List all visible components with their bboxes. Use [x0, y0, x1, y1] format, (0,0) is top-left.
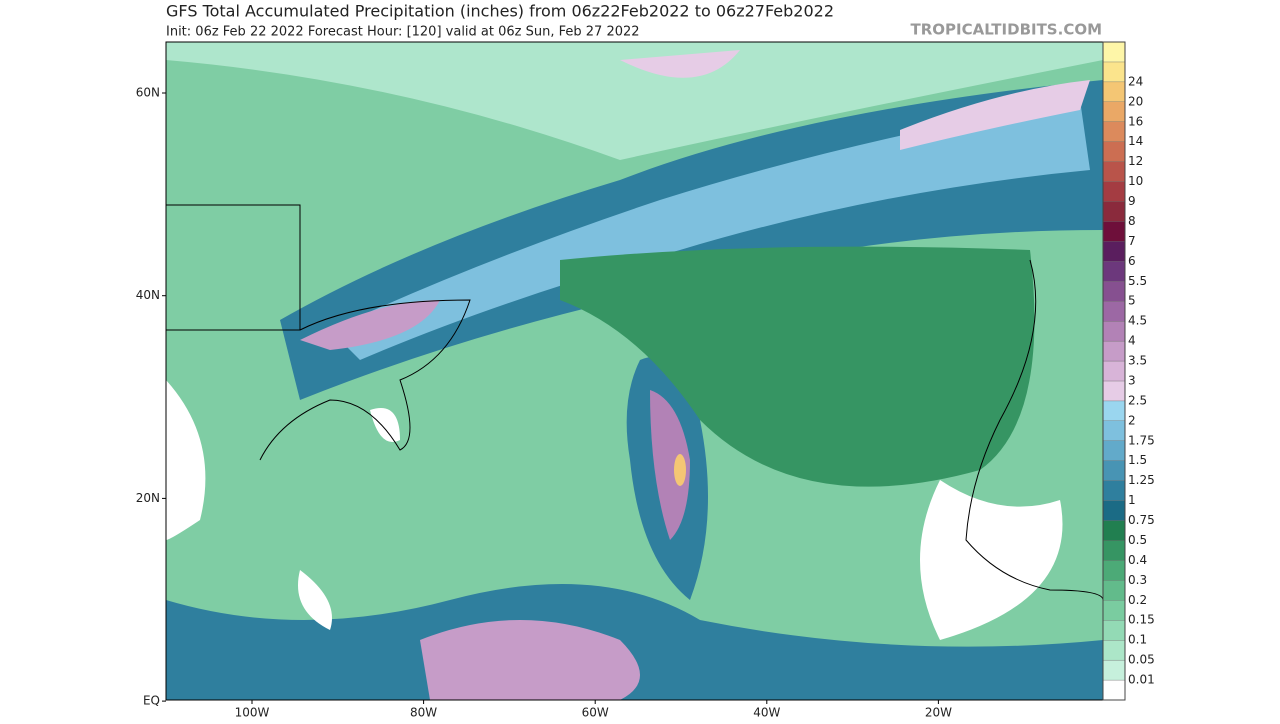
- colorbar-label: 0.01: [1128, 673, 1155, 687]
- colorbar-label: 0.3: [1128, 573, 1147, 587]
- lon-label: 20W: [925, 706, 952, 720]
- lat-label: 60N: [136, 86, 160, 100]
- lon-label: 80W: [410, 706, 437, 720]
- lat-label: EQ: [143, 694, 160, 708]
- colorbar-label: 12: [1128, 154, 1143, 168]
- coastline: [259, 299, 471, 461]
- colorbar-box: [1102, 460, 1126, 481]
- colorbar-label: 1.75: [1128, 433, 1155, 447]
- precip-area: [620, 50, 1090, 150]
- colorbar-label: 4.5: [1128, 314, 1147, 328]
- colorbar-label: 0.05: [1128, 653, 1155, 667]
- colorbar-box: [1102, 161, 1126, 182]
- colorbar-label: 0.1: [1128, 633, 1147, 647]
- colorbar-label: 5.5: [1128, 274, 1147, 288]
- colorbar-label: 9: [1128, 194, 1136, 208]
- colorbar-box: [1102, 101, 1126, 122]
- colorbar-label: 0.2: [1128, 593, 1147, 607]
- colorbar-label: 24: [1128, 74, 1143, 88]
- colorbar-label: 1: [1128, 493, 1136, 507]
- colorbar-box: [1102, 360, 1126, 382]
- precip-area: [166, 42, 1103, 160]
- colorbar-label: 0.4: [1128, 553, 1147, 567]
- colorbar-box: [1102, 121, 1126, 142]
- colorbar-label: 0.75: [1128, 513, 1155, 527]
- lat-label: 40N: [136, 288, 160, 302]
- colorbar-label: 1.5: [1128, 453, 1147, 467]
- colorbar-label: 2.5: [1128, 393, 1147, 407]
- colorbar-box: [1102, 480, 1126, 501]
- colorbar-box: [1102, 201, 1126, 222]
- colorbar-box: [1102, 141, 1126, 162]
- colorbar-label: 7: [1128, 234, 1136, 248]
- precip-area: [650, 390, 690, 540]
- lon-label: 100W: [235, 706, 270, 720]
- colorbar-label: 1.25: [1128, 473, 1155, 487]
- precip-area: [330, 100, 1090, 360]
- colorbar-box: [1102, 261, 1126, 282]
- colorbar-box: [1102, 380, 1126, 402]
- lon-label: 40W: [753, 706, 780, 720]
- colorbar-box: [1102, 301, 1126, 322]
- colorbar-box: [1102, 400, 1126, 421]
- colorbar-label: 8: [1128, 214, 1136, 228]
- watermark: TROPICALTIDBITS.COM: [911, 21, 1103, 39]
- colorbar-box: [1102, 620, 1126, 641]
- precip-area: [300, 300, 440, 350]
- colorbar-box: [1102, 321, 1126, 342]
- colorbar-box: [1102, 41, 1126, 63]
- colorbar-label: 3: [1128, 373, 1136, 387]
- colorbar-frame: [1102, 41, 1126, 701]
- border: [166, 204, 301, 331]
- colorbar-label: 0.15: [1128, 613, 1155, 627]
- map: [165, 41, 1104, 701]
- colorbar-box: [1102, 440, 1126, 461]
- colorbar-box: [1102, 181, 1126, 202]
- precip-area: [166, 584, 1103, 700]
- colorbar-box: [1102, 560, 1126, 581]
- colorbar-label: 2: [1128, 413, 1136, 427]
- colorbar-box: [1102, 61, 1126, 83]
- dry-area: [920, 480, 1063, 640]
- precip-area: [420, 620, 640, 700]
- colorbar-box: [1102, 420, 1126, 441]
- colorbar-box: [1102, 600, 1126, 621]
- colorbar-label: 4: [1128, 334, 1136, 348]
- colorbar-label: 14: [1128, 134, 1143, 148]
- lat-label: 20N: [136, 491, 160, 505]
- colorbar-label: 10: [1128, 174, 1143, 188]
- colorbar-box: [1102, 679, 1126, 701]
- colorbar-label: 20: [1128, 94, 1143, 108]
- colorbar-box: [1102, 281, 1126, 302]
- coastline: [965, 259, 1103, 601]
- title: GFS Total Accumulated Precipitation (inc…: [166, 2, 834, 21]
- colorbar-box: [1102, 520, 1126, 541]
- colorbar-box: [1102, 500, 1126, 521]
- colorbar-label: 5: [1128, 294, 1136, 308]
- subtitle: Init: 06z Feb 22 2022 Forecast Hour: [12…: [166, 25, 640, 40]
- colorbar-box: [1102, 241, 1126, 262]
- colorbar-box: [1102, 540, 1126, 561]
- precip-area: [560, 246, 1035, 487]
- colorbar-box: [1102, 221, 1126, 242]
- colorbar-box: [1102, 340, 1126, 362]
- colorbar-box: [1102, 659, 1126, 681]
- colorbar-label: 6: [1128, 254, 1136, 268]
- precip-max: [674, 454, 686, 486]
- colorbar-label: 3.5: [1128, 354, 1147, 368]
- colorbar-label: 16: [1128, 114, 1143, 128]
- colorbar-label: 0.5: [1128, 533, 1147, 547]
- colorbar-box: [1102, 640, 1126, 661]
- colorbar-box: [1102, 580, 1126, 601]
- colorbar-box: [1102, 81, 1126, 102]
- lon-label: 60W: [582, 706, 609, 720]
